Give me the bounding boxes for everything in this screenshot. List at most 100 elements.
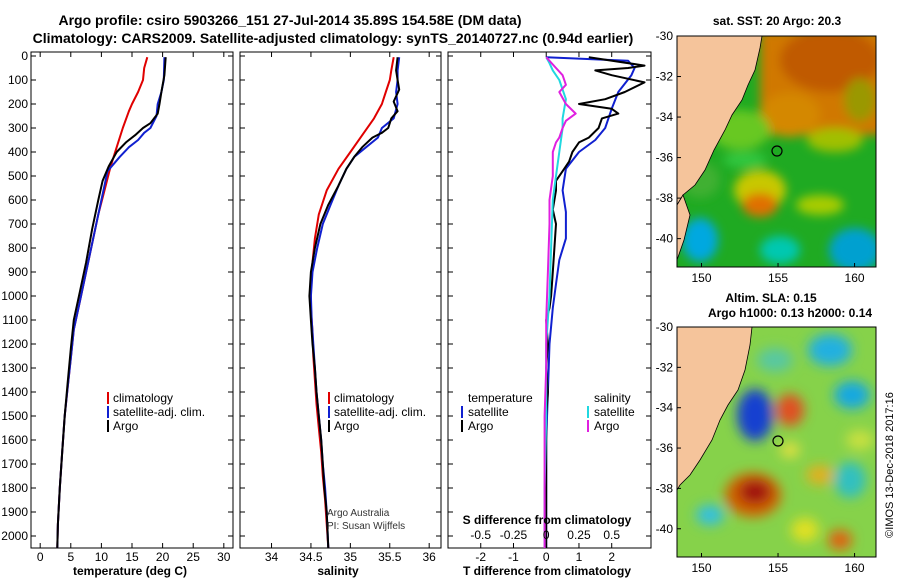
map-lat-label: -36 xyxy=(656,441,674,455)
depth-tick-label: 1700 xyxy=(1,457,28,471)
s-diff-tick-label: 0.25 xyxy=(567,528,591,542)
sla-map-ticks: 150 155 160 -30 -32 -34 -36 -38 -40 xyxy=(656,320,865,575)
legend-label-argo: Argo xyxy=(334,419,360,433)
map-lat-label: -30 xyxy=(656,320,674,334)
series-line-s-argo xyxy=(543,56,577,548)
sst-argo-location-marker xyxy=(771,145,783,157)
temperature-axis-label: temperature (deg C) xyxy=(73,564,187,578)
x-tick-label: -1 xyxy=(508,550,519,564)
depth-tick-label: 1500 xyxy=(1,409,28,423)
temperature-legend: climatology satellite-adj. clim. Argo xyxy=(107,391,205,433)
map-lon-label: 150 xyxy=(691,271,711,285)
difference-legend-temperature: temperature satellite Argo xyxy=(461,391,533,433)
series-line-argo xyxy=(308,57,401,548)
salinity-lines xyxy=(308,57,401,548)
depth-tick-label: 1800 xyxy=(1,481,28,495)
depth-tick-label: 200 xyxy=(8,97,28,111)
temperature-lines xyxy=(56,56,167,548)
salinity-legend: climatology satellite-adj. clim. Argo xyxy=(328,391,426,433)
x-tick-label: 35.5 xyxy=(378,550,402,564)
salinity-ticks: 34 34.5 35 35.5 36 xyxy=(240,52,441,564)
difference-panel: -2 -1 0 1 2 temperature satellite Argo salin… xyxy=(447,51,652,578)
depth-tick-label: 900 xyxy=(8,265,28,279)
depth-tick-label: 600 xyxy=(8,193,28,207)
legend-title-temperature: temperature xyxy=(468,391,533,405)
map-lat-label: -38 xyxy=(656,191,674,205)
x-tick-label: 5 xyxy=(67,550,74,564)
x-tick-label: -2 xyxy=(475,550,486,564)
depth-tick-label: 1100 xyxy=(2,313,28,327)
salinity-plot-frame xyxy=(239,51,442,549)
s-diff-tick-label: -0.5 xyxy=(470,528,491,542)
depth-tick-label: 800 xyxy=(8,241,28,255)
series-line-t-satellite xyxy=(545,56,636,548)
x-tick-label: 15 xyxy=(125,550,139,564)
figure-title-line1: Argo profile: csiro 5903266_151 27-Jul-2… xyxy=(58,12,521,28)
map-lat-label: -30 xyxy=(656,29,674,43)
s-diff-tick-label: 0 xyxy=(543,528,550,542)
temperature-panel: 0 5 10 15 20 25 30 climatology satellite-adj. … xyxy=(30,51,234,578)
legend-label-satellite: satellite-adj. clim. xyxy=(113,405,205,419)
legend-label-argo: Argo xyxy=(113,419,139,433)
sla-map-subtitle: Argo h1000: 0.13 h2000: 0.14 xyxy=(708,306,872,320)
depth-tick-label: 300 xyxy=(8,121,28,135)
legend-label-climatology: climatology xyxy=(113,391,173,405)
map-lat-label: -32 xyxy=(656,70,674,84)
x-tick-label: 20 xyxy=(156,550,170,564)
depth-tick-label: 2000 xyxy=(1,529,28,543)
x-tick-label: 35 xyxy=(344,550,358,564)
legend-label-satellite: satellite-adj. clim. xyxy=(334,405,426,419)
legend-title-salinity: salinity xyxy=(594,391,631,405)
legend-label-s-satellite: satellite xyxy=(594,405,635,419)
x-tick-label: 1 xyxy=(576,550,583,564)
sst-map-image xyxy=(677,36,876,267)
x-tick-label: 2 xyxy=(608,550,615,564)
map-lat-label: -40 xyxy=(656,522,674,536)
depth-tick-label: 1600 xyxy=(1,433,28,447)
x-tick-label: 34 xyxy=(265,550,279,564)
temperature-plot-frame xyxy=(30,51,234,549)
map-lon-label: 155 xyxy=(768,271,788,285)
temperature-ticks: 0 5 10 15 20 25 30 xyxy=(31,52,233,564)
sst-map-panel: sat. SST: 20 Argo: 20.3 xyxy=(656,14,877,285)
x-tick-label: 36 xyxy=(422,550,436,564)
map-lon-label: 155 xyxy=(768,561,788,575)
difference-ticks: -2 -1 0 1 2 xyxy=(448,52,651,564)
s-diff-tick-label: 0.5 xyxy=(603,528,620,542)
salinity-difference-axis-label: S difference from climatology xyxy=(463,513,632,527)
map-lon-label: 160 xyxy=(845,561,865,575)
series-line-argo xyxy=(56,57,167,548)
credit-argo-australia: Argo Australia xyxy=(327,508,390,519)
map-lon-label: 150 xyxy=(691,561,711,575)
salinity-difference-tick-labels: -0.5 -0.25 0 0.25 0.5 xyxy=(470,528,620,542)
temperature-difference-axis-label: T difference from climatology xyxy=(463,564,631,578)
legend-label-t-argo: Argo xyxy=(468,419,494,433)
sst-map-frame xyxy=(676,35,877,268)
difference-legend-salinity: salinity satellite Argo xyxy=(587,391,635,433)
depth-axis-labels: 0 100 200 300 400 500 600 700 800 900 1000 1100 1200… xyxy=(1,49,28,543)
difference-lines xyxy=(543,56,646,548)
credit-principal-investigator: PI: Susan Wijffels xyxy=(327,521,405,532)
x-tick-label: 34.5 xyxy=(299,550,323,564)
depth-tick-label: 1200 xyxy=(1,337,28,351)
x-tick-label: 0 xyxy=(543,550,550,564)
depth-tick-label: 1900 xyxy=(1,505,28,519)
sst-map-ticks: 150 155 160 -30 -32 -34 -36 -38 -40 xyxy=(656,29,865,285)
depth-tick-label: 400 xyxy=(8,145,28,159)
depth-tick-label: 1400 xyxy=(1,385,28,399)
map-lat-label: -40 xyxy=(656,232,674,246)
x-tick-label: 25 xyxy=(187,550,201,564)
depth-tick-label: 1000 xyxy=(1,289,28,303)
sla-map-title: Altim. SLA: 0.15 xyxy=(725,291,817,305)
legend-label-climatology: climatology xyxy=(334,391,394,405)
map-lat-label: -34 xyxy=(656,401,674,415)
depth-tick-label: 500 xyxy=(8,169,28,183)
map-lon-label: 160 xyxy=(845,271,865,285)
legend-label-s-argo: Argo xyxy=(594,419,620,433)
map-lat-label: -32 xyxy=(656,360,674,374)
sla-argo-location-marker xyxy=(772,435,784,447)
map-lat-label: -34 xyxy=(656,110,674,124)
sla-map-frame xyxy=(676,326,877,558)
imos-credit: ©IMOS 13-Dec-2018 2017:16 xyxy=(884,392,896,538)
